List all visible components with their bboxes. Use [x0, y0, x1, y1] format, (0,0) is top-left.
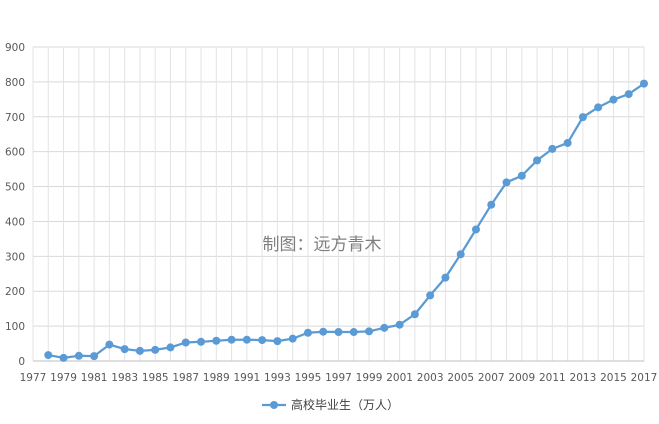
x-tick-label: 2011 [539, 372, 566, 384]
x-tick-label: 1983 [111, 372, 138, 384]
x-tick-label: 2001 [386, 372, 413, 384]
data-point [273, 337, 282, 346]
y-tick-label: 300 [5, 251, 25, 263]
data-point [365, 327, 374, 336]
data-point [594, 103, 603, 112]
data-point [471, 225, 480, 234]
x-tick-label: 2013 [570, 372, 597, 384]
legend-swatch-marker [270, 401, 278, 409]
x-tick-label: 2009 [508, 372, 535, 384]
x-axis-ticks: 1977 1979 1981 1983 1985 1987 1989 1991 1993 1995… [20, 372, 658, 384]
data-point [44, 351, 53, 360]
x-tick-label: 1977 [20, 372, 47, 384]
series-layer [44, 79, 648, 362]
data-point [151, 345, 160, 354]
y-axis-ticks: 0 100 200 300 400 500 600 700 800 900 [5, 42, 25, 368]
x-tick-label: 1995 [295, 372, 322, 384]
x-tick-label: 2003 [417, 372, 444, 384]
y-tick-label: 700 [5, 112, 25, 124]
x-tick-label: 1981 [81, 372, 108, 384]
data-point [548, 144, 557, 153]
x-tick-label: 1991 [233, 372, 260, 384]
y-tick-label: 800 [5, 77, 25, 89]
data-point [258, 336, 267, 345]
data-point [410, 310, 419, 319]
data-point [135, 346, 144, 355]
legend: 高校毕业生（万人） [262, 397, 399, 412]
y-tick-label: 100 [5, 321, 25, 333]
series-line [48, 82, 645, 359]
data-point [640, 79, 648, 88]
data-point [181, 338, 190, 347]
y-tick-label: 0 [18, 356, 25, 368]
gridlines [32, 46, 645, 362]
data-point [563, 138, 572, 147]
data-point [533, 156, 542, 165]
data-point [380, 323, 389, 332]
y-tick-label: 900 [5, 42, 25, 54]
data-point [487, 200, 496, 209]
data-point [517, 171, 526, 180]
data-point [288, 334, 297, 343]
y-tick-label: 200 [5, 286, 25, 298]
data-point [227, 335, 236, 344]
data-point [59, 353, 68, 362]
x-tick-label: 1979 [50, 372, 77, 384]
data-point [395, 320, 404, 329]
data-point [456, 250, 465, 259]
data-point [441, 273, 450, 282]
data-point [242, 335, 251, 344]
data-point [303, 328, 312, 337]
x-tick-label: 1989 [203, 372, 230, 384]
watermark-text: 制图：远方青木 [263, 235, 382, 255]
y-tick-label: 500 [5, 182, 25, 194]
data-point [334, 328, 343, 337]
legend-label: 高校毕业生（万人） [291, 397, 399, 412]
x-tick-label: 1985 [142, 372, 169, 384]
y-tick-label: 600 [5, 147, 25, 159]
x-tick-label: 2007 [478, 372, 505, 384]
data-point [609, 95, 618, 104]
x-tick-label: 1993 [264, 372, 291, 384]
data-point [426, 291, 435, 300]
data-point [90, 352, 99, 361]
x-tick-label: 2005 [447, 372, 474, 384]
data-point [502, 178, 511, 187]
x-tick-label: 1999 [356, 372, 383, 384]
data-point [197, 337, 206, 346]
data-point [578, 113, 587, 122]
data-point [319, 327, 328, 336]
data-point [105, 340, 114, 349]
x-tick-label: 2015 [600, 372, 627, 384]
data-point [166, 343, 175, 352]
data-point [120, 345, 129, 354]
y-tick-label: 400 [5, 216, 25, 228]
x-tick-label: 1987 [172, 372, 199, 384]
data-point [349, 328, 358, 337]
data-point [212, 336, 221, 345]
x-tick-label: 2017 [631, 372, 658, 384]
data-point [74, 351, 83, 360]
x-tick-label: 1997 [325, 372, 352, 384]
data-point [624, 90, 633, 99]
